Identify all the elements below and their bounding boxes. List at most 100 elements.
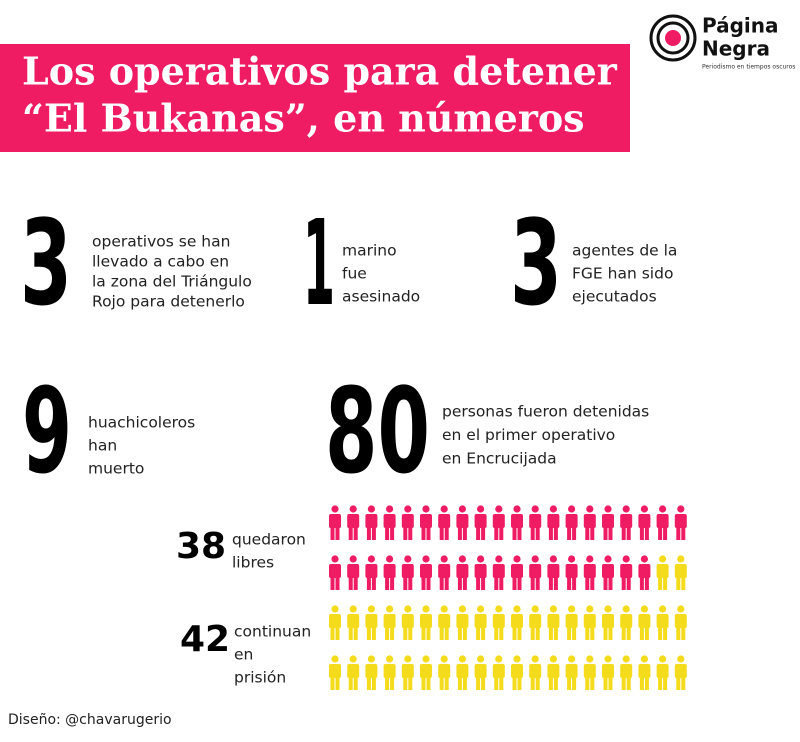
icon-leg xyxy=(517,626,522,640)
icon-leg xyxy=(371,526,376,540)
icon-head xyxy=(440,605,448,613)
icon-head xyxy=(386,605,394,613)
icon-leg xyxy=(548,676,553,690)
logo-icon xyxy=(649,14,697,62)
icon-leg xyxy=(681,676,686,690)
icon-body xyxy=(365,614,378,628)
icon-head xyxy=(367,655,375,663)
icon-leg xyxy=(371,676,376,690)
icon-leg xyxy=(444,626,449,640)
icon-head xyxy=(549,655,558,663)
person-icon xyxy=(383,655,396,690)
icon-leg xyxy=(548,576,553,590)
icon-leg xyxy=(366,626,371,640)
icon-leg xyxy=(462,576,467,590)
icon-leg xyxy=(335,526,340,540)
person-icon xyxy=(656,555,669,590)
person-icon xyxy=(456,555,469,590)
icon-leg xyxy=(553,576,558,590)
icon-leg xyxy=(330,676,335,690)
person-icon xyxy=(456,505,469,540)
icon-leg xyxy=(676,676,681,690)
icon-leg xyxy=(494,576,499,590)
person-icon xyxy=(329,555,341,590)
icon-body xyxy=(656,564,669,578)
icon-leg xyxy=(658,626,663,640)
icon-leg xyxy=(530,576,535,590)
person-icon xyxy=(511,655,523,690)
breakdown-number: 38 xyxy=(176,526,226,567)
icon-leg xyxy=(603,626,608,640)
icon-head xyxy=(549,555,558,563)
stat-text: personas fueron detenidas xyxy=(442,403,649,421)
icon-leg xyxy=(567,526,572,540)
icon-body xyxy=(547,514,560,528)
icon-leg xyxy=(335,576,340,590)
icon-leg xyxy=(348,676,353,690)
icon-leg xyxy=(348,526,353,540)
person-icon xyxy=(329,655,341,690)
icon-body xyxy=(674,564,687,578)
person-icon xyxy=(565,655,578,690)
icon-head xyxy=(604,555,612,563)
person-icon xyxy=(565,605,578,640)
icon-body xyxy=(529,514,542,528)
icon-leg xyxy=(476,626,481,640)
icon-leg xyxy=(639,676,644,690)
stat-text: marino xyxy=(342,242,397,260)
icon-head xyxy=(367,605,375,613)
icon-head xyxy=(477,505,485,513)
person-icon xyxy=(438,655,451,690)
icon-leg xyxy=(353,526,358,540)
icon-leg xyxy=(390,576,395,590)
icon-head xyxy=(331,555,339,563)
person-icon xyxy=(656,505,669,540)
icon-head xyxy=(440,555,448,563)
person-icon xyxy=(365,555,378,590)
icon-leg xyxy=(408,626,413,640)
person-icon xyxy=(547,555,560,590)
icon-head xyxy=(349,655,357,663)
icon-leg xyxy=(676,626,681,640)
person-icon xyxy=(602,655,614,690)
stat-text: en Encrucijada xyxy=(442,450,557,468)
icon-head xyxy=(622,505,630,513)
person-icon xyxy=(474,505,487,540)
icon-head xyxy=(640,655,649,663)
icon-leg xyxy=(530,626,535,640)
person-icon xyxy=(365,505,378,540)
icon-body xyxy=(347,564,360,578)
icon-head xyxy=(549,505,558,513)
person-icon xyxy=(492,605,505,640)
icon-leg xyxy=(567,676,572,690)
icon-head xyxy=(367,555,375,563)
breakdown-number: 42 xyxy=(180,619,230,660)
person-icon xyxy=(511,555,523,590)
icon-body xyxy=(620,514,633,528)
icon-body xyxy=(420,614,432,628)
icon-head xyxy=(677,555,685,563)
icon-body xyxy=(456,564,469,578)
icon-body xyxy=(547,664,560,678)
person-icon xyxy=(401,555,414,590)
person-icon xyxy=(401,505,414,540)
icon-body xyxy=(602,564,614,578)
icon-leg xyxy=(439,576,444,590)
icon-leg xyxy=(353,626,358,640)
stat-text: muerto xyxy=(88,460,144,478)
icon-leg xyxy=(663,526,668,540)
icon-head xyxy=(640,505,649,513)
person-icon xyxy=(511,605,523,640)
icon-leg xyxy=(385,676,390,690)
icon-leg xyxy=(476,676,481,690)
logo-tagline: Periodismo en tiempos oscuros xyxy=(702,64,795,71)
icon-head xyxy=(586,655,594,663)
icon-head xyxy=(677,605,685,613)
icon-head xyxy=(659,605,667,613)
icon-leg xyxy=(390,526,395,540)
icon-leg xyxy=(457,626,462,640)
icon-leg xyxy=(494,526,499,540)
icon-leg xyxy=(330,626,335,640)
person-icon xyxy=(674,555,687,590)
icon-leg xyxy=(535,626,540,640)
